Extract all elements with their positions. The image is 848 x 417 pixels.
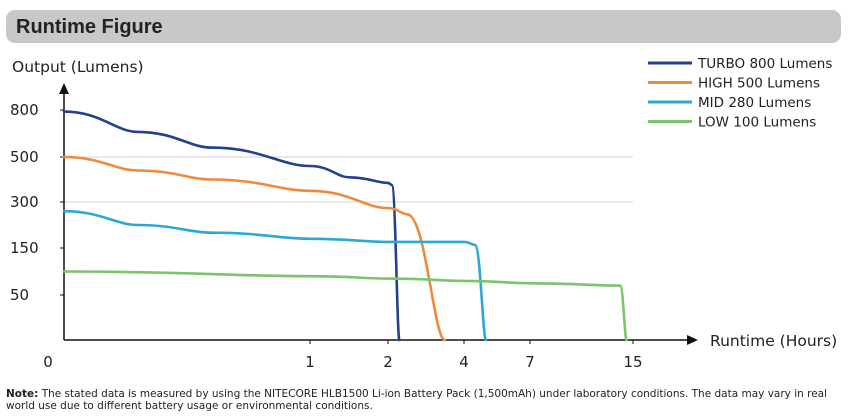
y-axis-label: Output (Lumens) (12, 58, 144, 76)
series-line (62, 110, 401, 342)
x-axis-label: Runtime (Hours) (710, 332, 837, 350)
x-tick-label: 4 (459, 353, 469, 371)
note-text: The stated data is measured by using the… (6, 388, 828, 412)
title-bar: Runtime Figure (6, 10, 841, 43)
y-tick-label: 50 (10, 286, 29, 304)
series-line (62, 209, 488, 342)
x-axis-arrow (687, 335, 698, 345)
y-tick-label: 800 (10, 101, 39, 119)
page-title: Runtime Figure (16, 16, 163, 38)
y-tick-label: 300 (10, 193, 39, 211)
x-tick-label: 15 (623, 353, 642, 371)
y-tick-label: 150 (10, 239, 39, 257)
legend-entry: HIGH 500 Lumens (698, 76, 820, 92)
x-tick-label: 2 (383, 353, 393, 371)
x-tick-label: 1 (305, 353, 315, 371)
footnote: Note: The stated data is measured by usi… (6, 388, 844, 412)
x-tick-label: 7 (525, 353, 535, 371)
series-line (62, 155, 447, 342)
legend-entry: LOW 100 Lumens (698, 115, 816, 131)
legend-entry: MID 280 Lumens (698, 95, 811, 111)
y-tick-label: 500 (10, 148, 39, 166)
series-line (62, 270, 628, 342)
legend-entry: TURBO 800 Lumens (697, 56, 832, 72)
y-axis-arrow (59, 83, 69, 94)
x-tick-label: 0 (43, 353, 53, 371)
note-label: Note: (6, 388, 39, 400)
